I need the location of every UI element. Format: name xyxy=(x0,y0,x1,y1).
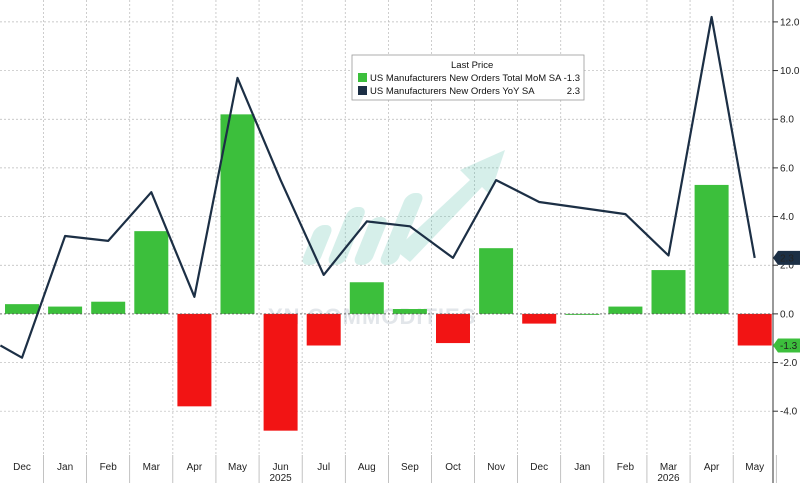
y-tick-label-5: 6.0 xyxy=(780,163,794,174)
last-value-badge-yoy: 2.3 xyxy=(773,250,800,265)
x-tick-label-11: Nov xyxy=(487,462,505,473)
badge-yoy-shape xyxy=(773,250,800,265)
badge-mom-text: -1.3 xyxy=(780,341,798,352)
legend-title: Last Price xyxy=(451,60,493,71)
x-year-label-0: 2025 xyxy=(269,473,292,483)
x-tick-label-4: Apr xyxy=(187,462,203,473)
legend-swatch-yoy xyxy=(358,86,367,95)
bar-11 xyxy=(479,248,514,314)
bar-16 xyxy=(694,184,729,314)
legend-box xyxy=(351,54,585,101)
x-tick-label-1: Jan xyxy=(57,462,73,473)
watermark-arrow-icon xyxy=(395,150,505,262)
legend: Last Price US Manufacturers New Orders T… xyxy=(351,54,585,101)
x-tick-label-12: Dec xyxy=(530,462,548,473)
legend-value-yoy: 2.3 xyxy=(567,86,580,97)
bar-4 xyxy=(177,313,212,407)
bar-7 xyxy=(306,313,341,346)
x-tick-label-8: Aug xyxy=(358,462,376,473)
x-tick-label-0: Dec xyxy=(13,462,31,473)
y-tick-label-7: 10.0 xyxy=(780,66,800,77)
x-tick-label-7: Jul xyxy=(317,462,330,473)
bar-series xyxy=(5,114,772,431)
x-tick-label-2: Feb xyxy=(100,462,118,473)
legend-swatch-mom xyxy=(358,73,367,82)
y-tick-label-0: -4.0 xyxy=(780,407,798,418)
x-year-label-1: 2026 xyxy=(657,473,680,483)
x-tick-label-9: Sep xyxy=(401,462,419,473)
bar-9 xyxy=(392,309,427,314)
bar-17 xyxy=(737,313,772,346)
x-tick-label-13: Jan xyxy=(574,462,590,473)
x-tick-label-10: Oct xyxy=(445,462,461,473)
bar-2 xyxy=(91,301,126,314)
y-axis: -4.0 -2.0 0.0 2.0 4.0 6.0 8.0 10.0 12.0 xyxy=(773,17,800,418)
bar-0 xyxy=(5,304,39,314)
y-tick-label-4: 4.0 xyxy=(780,212,794,223)
x-axis: Dec Jan Feb Mar Apr May Jun Jul Aug Sep Oct Nov Dec J… xyxy=(13,455,777,483)
bar-1 xyxy=(48,306,83,314)
x-tick-label-17: May xyxy=(745,462,764,473)
x-tick-label-6: Jun xyxy=(273,462,289,473)
badge-mom-shape xyxy=(773,338,800,353)
bar-14 xyxy=(608,306,643,314)
yoy-series-line xyxy=(0,15,756,359)
watermark-bar-3 xyxy=(354,217,387,265)
watermark-bar-2 xyxy=(328,207,365,265)
badge-yoy-text: 2.3 xyxy=(780,253,794,264)
legend-label-yoy: US Manufacturers New Orders YoY SA xyxy=(370,86,535,97)
bar-13 xyxy=(565,313,600,315)
bar-12 xyxy=(522,313,557,324)
bar-3 xyxy=(134,231,169,314)
x-tick-label-3: Mar xyxy=(143,462,161,473)
bar-6 xyxy=(263,313,298,431)
x-tick-label-5: May xyxy=(228,462,247,473)
y-tick-label-1: -2.0 xyxy=(780,358,798,369)
bar-8 xyxy=(349,282,384,314)
y-tick-label-6: 8.0 xyxy=(780,115,794,126)
watermark-bar-1 xyxy=(302,225,332,265)
legend-label-mom: US Manufacturers New Orders Total MoM SA xyxy=(370,73,562,84)
bar-5 xyxy=(220,114,255,314)
y-tick-label-2: 0.0 xyxy=(780,309,794,320)
x-tick-label-14: Feb xyxy=(617,462,635,473)
watermark-bar-4 xyxy=(380,193,423,265)
y-tick-label-8: 12.0 xyxy=(780,17,800,28)
y-tick-label-3: 2.0 xyxy=(780,261,794,272)
last-value-badge-mom: -1.3 xyxy=(773,338,800,353)
x-tick-label-16: Apr xyxy=(704,462,720,473)
bar-10 xyxy=(436,313,470,344)
x-tick-label-15: Mar xyxy=(660,462,678,473)
legend-value-mom: -1.3 xyxy=(564,73,580,84)
bar-15 xyxy=(651,270,686,314)
